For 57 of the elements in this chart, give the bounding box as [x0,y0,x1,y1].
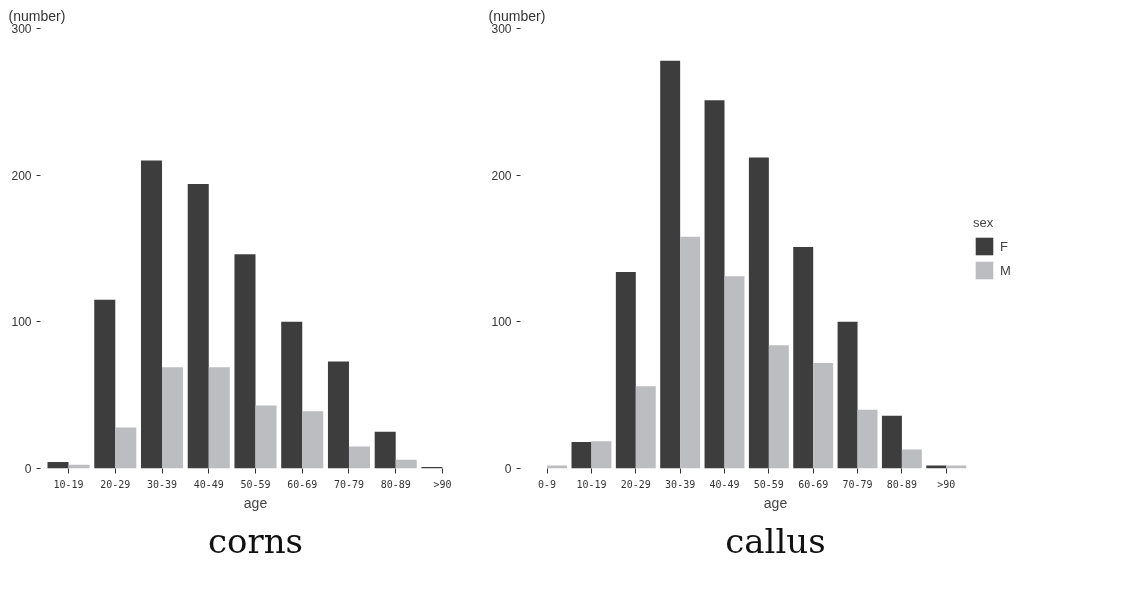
bar [302,411,324,469]
bar [591,441,612,469]
y-tick-label: 0 [24,462,32,476]
y-tick-label: 0 [504,462,512,476]
bar [281,321,303,469]
y-tick-label: 300 [11,22,32,36]
bar [793,247,814,469]
y-axis-title: (number) [8,7,66,24]
bar [571,442,592,469]
x-axis-title: age [763,494,788,511]
x-tick-label: 70-79 [333,478,365,490]
x-tick-label: 50-59 [753,478,784,490]
text: corns [207,520,304,561]
text: callus [725,520,826,561]
y-tick-label: 200 [11,168,32,183]
x-axis-title: age [243,494,268,511]
bar [680,236,701,469]
x-tick-label: 20-29 [620,478,651,490]
bar [901,449,922,469]
x-tick-label: 30-39 [146,478,178,490]
y-tick-label: 100 [491,315,512,330]
x-tick-label: 10-19 [53,478,84,490]
bar [857,409,878,469]
bar [208,367,230,469]
x-tick-label: 80-89 [886,478,917,490]
bar [724,276,745,469]
bar [348,446,371,469]
y-tick-label: 100 [11,315,32,330]
x-tick-label: 0-9 [538,478,557,490]
bar [660,60,681,469]
y-tick-label: 200 [491,168,512,183]
bar [255,405,277,469]
y-tick-label: 300 [491,22,512,36]
x-tick-label: 80-89 [380,478,411,490]
x-tick-label: 70-79 [842,478,873,490]
bar [162,367,184,469]
bar [94,299,116,469]
x-tick-label: 60-69 [798,478,829,490]
bar [768,345,789,469]
bar [813,362,834,469]
bar [140,160,163,469]
x-tick-label: 10-19 [576,478,607,490]
x-tick-label: 50-59 [240,478,271,490]
legend-label: M [1000,262,1012,278]
x-tick-label: 60-69 [287,478,318,490]
x-tick-label: >90 [937,478,956,490]
legend-label: F [1000,238,1009,254]
bar [635,386,656,469]
bar [395,459,417,469]
x-tick-label: 40-49 [193,478,224,490]
x-tick-label: 30-39 [665,478,696,490]
x-tick-label: 40-49 [709,478,740,490]
legend-title: sex [973,215,995,230]
bar [115,427,137,469]
x-tick-label: 20-29 [100,478,131,490]
x-tick-label: >90 [433,478,452,490]
y-axis-title: (number) [488,7,546,24]
